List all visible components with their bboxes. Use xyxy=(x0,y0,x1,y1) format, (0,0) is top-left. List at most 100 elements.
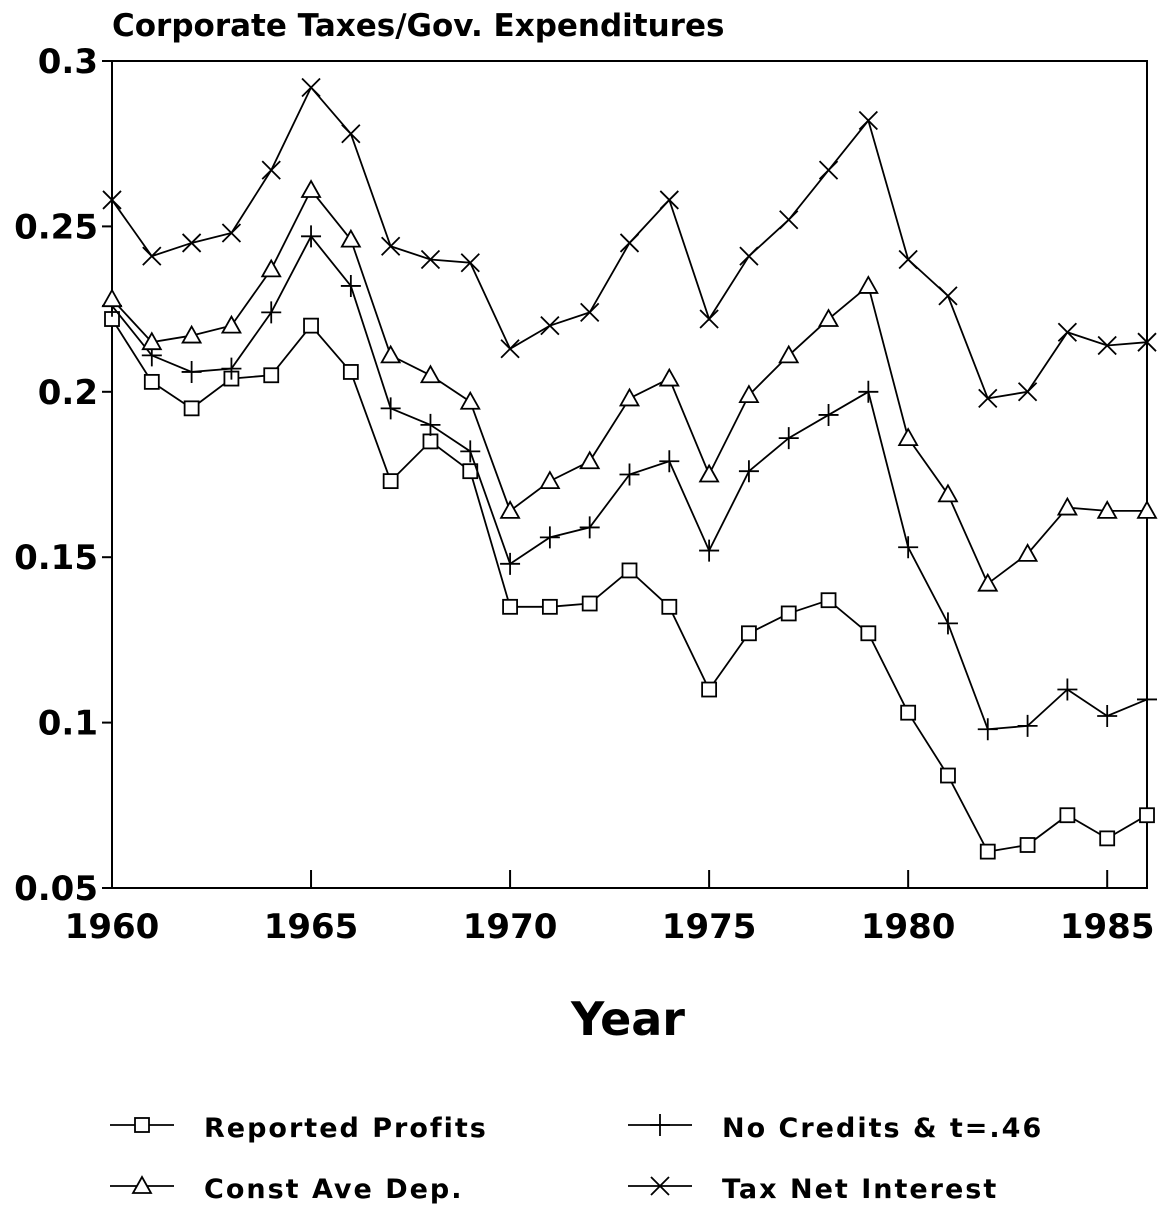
marker-shape xyxy=(181,324,203,344)
marker-shape xyxy=(340,228,362,248)
x-tick-label: 1980 xyxy=(861,907,956,947)
marker-shape xyxy=(778,344,800,364)
marker-shape xyxy=(661,598,678,615)
y-tick-label: 0.3 xyxy=(38,42,98,82)
data-point xyxy=(340,274,361,297)
marker-shape xyxy=(500,339,520,359)
marker-shape xyxy=(221,357,242,380)
marker-shape xyxy=(1097,704,1118,727)
marker-shape xyxy=(460,440,481,463)
data-point xyxy=(858,380,879,403)
marker-shape xyxy=(779,210,799,230)
marker-shape xyxy=(940,767,956,784)
data-point xyxy=(661,598,678,615)
marker-shape xyxy=(380,344,402,364)
marker-shape xyxy=(858,380,879,403)
marker-shape xyxy=(1096,500,1118,519)
marker-shape xyxy=(898,249,918,270)
data-point xyxy=(341,124,361,144)
marker-shape xyxy=(579,450,601,470)
data-point xyxy=(817,308,840,327)
marker-shape xyxy=(142,246,162,266)
data-point xyxy=(101,288,123,308)
marker-shape xyxy=(340,274,361,297)
y-tick-label: 0.2 xyxy=(38,373,98,413)
marker-shape xyxy=(619,463,640,486)
data-point xyxy=(263,367,280,384)
data-point xyxy=(818,160,839,180)
data-point xyxy=(858,110,878,131)
marker-shape xyxy=(818,160,839,180)
data-point xyxy=(977,718,998,741)
data-point xyxy=(181,233,202,253)
marker-shape xyxy=(499,500,521,519)
data-point xyxy=(897,427,919,447)
plot-frame xyxy=(111,60,1148,889)
data-point xyxy=(778,344,800,364)
data-point xyxy=(1017,543,1039,562)
marker-shape xyxy=(420,249,441,270)
marker-shape xyxy=(301,77,321,98)
marker-shape xyxy=(858,110,878,131)
data-point xyxy=(979,843,996,860)
data-point xyxy=(1099,830,1116,847)
data-point xyxy=(459,390,481,410)
marker-shape xyxy=(937,612,958,635)
marker-shape xyxy=(303,317,319,334)
legend-marker xyxy=(131,1175,153,1194)
marker-shape xyxy=(581,595,598,612)
data-point xyxy=(738,460,759,483)
marker-shape xyxy=(818,403,839,426)
marker-shape xyxy=(618,387,641,407)
marker-shape xyxy=(699,309,719,329)
data-point xyxy=(1137,332,1157,352)
marker-shape xyxy=(460,253,480,273)
data-point xyxy=(978,388,998,409)
marker-shape xyxy=(220,314,242,334)
marker-shape xyxy=(739,246,759,266)
marker-shape xyxy=(263,367,280,384)
marker-shape xyxy=(699,539,720,562)
data-point xyxy=(938,286,958,306)
data-point xyxy=(940,767,956,784)
data-point xyxy=(380,344,402,364)
data-point xyxy=(539,470,561,490)
data-point xyxy=(380,397,401,420)
marker-shape xyxy=(422,433,439,450)
data-point xyxy=(422,433,439,450)
marker-shape xyxy=(101,288,123,308)
x-tick-label: 1975 xyxy=(662,907,757,947)
marker-shape xyxy=(979,843,996,860)
data-point xyxy=(1096,500,1118,519)
marker-shape xyxy=(938,286,958,306)
data-point xyxy=(900,704,917,721)
marker-shape xyxy=(897,427,919,447)
x-tick-label: 1960 xyxy=(65,907,160,947)
marker-shape xyxy=(380,397,401,420)
marker-shape xyxy=(539,526,560,549)
data-point xyxy=(1057,322,1078,342)
marker-shape xyxy=(261,160,281,180)
marker-shape xyxy=(300,179,322,198)
data-point xyxy=(261,160,281,180)
data-point xyxy=(342,364,359,380)
marker-shape xyxy=(382,473,399,490)
marker-shape xyxy=(658,367,680,387)
marker-shape xyxy=(539,470,561,490)
marker-shape xyxy=(420,413,441,436)
marker-shape xyxy=(659,190,679,210)
marker-shape xyxy=(1137,332,1157,352)
marker-shape xyxy=(341,124,361,144)
data-point xyxy=(539,526,560,549)
data-point xyxy=(977,572,999,592)
marker-shape xyxy=(579,516,600,539)
data-point xyxy=(181,360,202,383)
data-point xyxy=(581,595,598,612)
data-point xyxy=(1136,500,1158,519)
legend-marker xyxy=(134,1117,150,1133)
marker-shape xyxy=(181,360,202,383)
marker-shape xyxy=(817,308,840,327)
y-tick-label: 0.1 xyxy=(38,704,98,744)
data-point xyxy=(1137,688,1157,711)
marker-shape xyxy=(1017,543,1039,562)
